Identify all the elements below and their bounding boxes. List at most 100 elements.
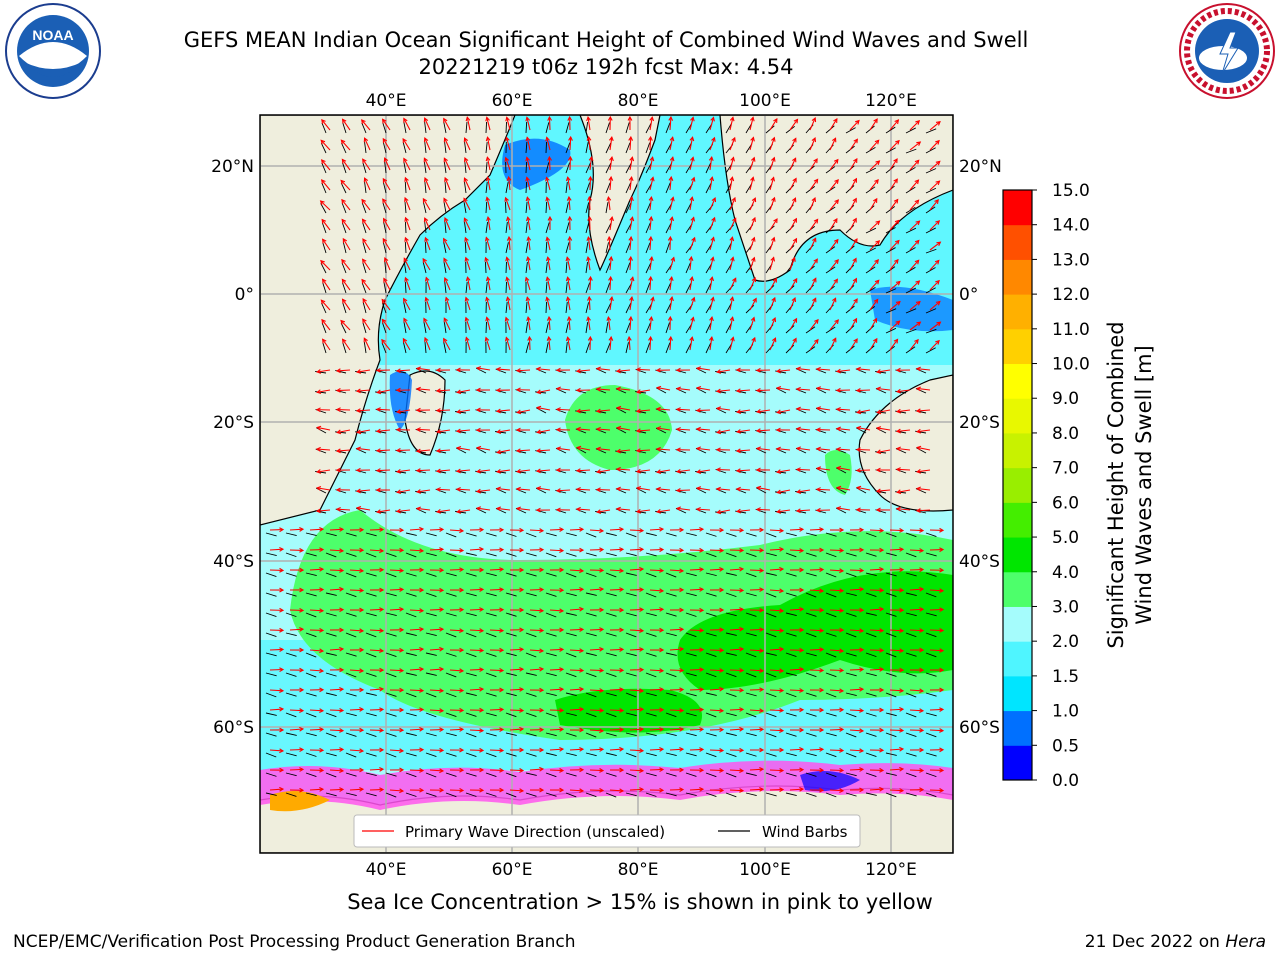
wave-direction-arrow [837,467,851,471]
wind-barb [645,672,657,678]
wave-direction-arrow [597,448,611,451]
wind-barb [265,672,277,677]
wind-barb [745,572,757,578]
wave-direction-arrow [809,648,824,651]
wave-direction-arrowhead [895,139,900,145]
wave-direction-arrowhead [915,386,922,392]
lon-tick-bottom-60: 60°E [492,860,533,880]
wave-direction-arrowhead [495,468,502,474]
wave-direction-arrowhead [739,667,745,673]
wave-direction-arrowhead [404,216,409,222]
wave-direction-arrow [629,529,644,532]
wave-direction-arrowhead [539,707,545,713]
wind-barb [605,322,609,334]
wave-direction-arrowhead [519,547,525,553]
wave-direction-arrowhead [539,628,545,633]
wave-direction-arrowhead [504,336,510,342]
wave-direction-arrowhead [935,160,941,166]
wave-direction-arrow [729,728,744,731]
wind-barb [705,752,717,758]
wave-direction-arrow [321,319,331,331]
wave-direction-arrowhead [648,315,654,321]
colorbar-swatch [1003,502,1032,538]
wind-barb [625,632,637,638]
wave-direction-arrowhead [659,787,665,793]
wave-direction-arrow [889,301,901,311]
wind-barb [444,142,447,154]
wind-barb [925,128,937,134]
colorbar-swatch [1003,745,1032,781]
wave-direction-arrowhead [812,277,817,283]
wind-barb [465,772,477,777]
wind-barb [525,612,537,618]
wave-direction-arrow [609,648,624,651]
wave-direction-arrow [729,218,737,231]
wave-direction-arrowhead [875,488,881,494]
wave-direction-arrowhead [499,667,505,673]
wind-barb [865,752,877,757]
wind-barb [485,552,497,557]
wave-direction-arrow [443,118,451,131]
wave-direction-arrow [477,469,491,473]
wind-barb [645,142,651,154]
wave-direction-arrowhead [459,647,465,653]
wave-direction-arrowhead [659,627,665,633]
wave-direction-arrow [657,387,671,391]
wave-direction-arrow [349,749,364,752]
colorbar-tick-label: 3.0 [1052,597,1079,617]
wind-barb [525,732,537,737]
wave-direction-arrowhead [525,136,531,142]
wave-direction-arrowhead [379,766,385,772]
wave-direction-arrowhead [479,527,485,533]
wave-direction-arrow [505,317,511,331]
wave-direction-arrow [889,339,898,351]
wave-direction-arrowhead [879,747,885,753]
wave-direction-arrowhead [495,486,502,492]
wave-direction-arrow [629,728,644,731]
wave-direction-arrowhead [659,747,665,752]
wave-direction-arrowhead [899,628,905,633]
wind-barb [565,772,577,777]
wind-barb [605,672,617,677]
wave-direction-arrowhead [793,118,799,124]
wave-direction-arrowhead [759,568,765,573]
wind-barb [765,532,777,538]
wave-direction-arrow [829,649,844,652]
wave-direction-arrowhead [873,298,879,304]
wind-barb [605,182,611,194]
wind-barb [362,162,367,174]
wind-barb [705,652,717,657]
wave-direction-arrow [424,137,431,151]
wave-direction-arrowhead [299,747,305,753]
wave-direction-arrowhead [299,547,305,553]
wave-direction-arrow [736,449,751,452]
wave-direction-arrow [329,648,344,651]
wind-barb [805,572,817,577]
wave-direction-arrowhead [719,527,725,533]
wave-direction-arrow [749,177,754,191]
wave-direction-arrowhead [895,467,901,472]
wind-barb [905,227,917,234]
wave-direction-arrow [897,447,911,451]
wave-direction-arrow [429,709,444,712]
wind-barb [805,692,817,697]
colorbar-tick-label: 5.0 [1052,528,1079,548]
wave-direction-arrow [729,177,733,191]
wave-direction-arrowhead [559,787,565,793]
wave-direction-arrow [443,338,451,351]
wind-barb [525,552,537,557]
wave-direction-arrowhead [876,409,882,415]
wind-barb [725,612,737,617]
wind-barb [665,772,677,777]
wave-direction-arrow [489,749,504,752]
wave-direction-arrowhead [799,747,805,752]
wave-direction-arrow [509,789,524,792]
wind-barb [464,142,467,154]
wave-direction-arrow [517,488,531,491]
wave-direction-arrow [889,529,904,532]
wind-barb [365,672,377,677]
wave-direction-arrowhead [579,686,585,692]
wind-barb [525,592,537,597]
wave-direction-arrow [609,569,624,572]
wave-direction-arrow [789,158,797,171]
